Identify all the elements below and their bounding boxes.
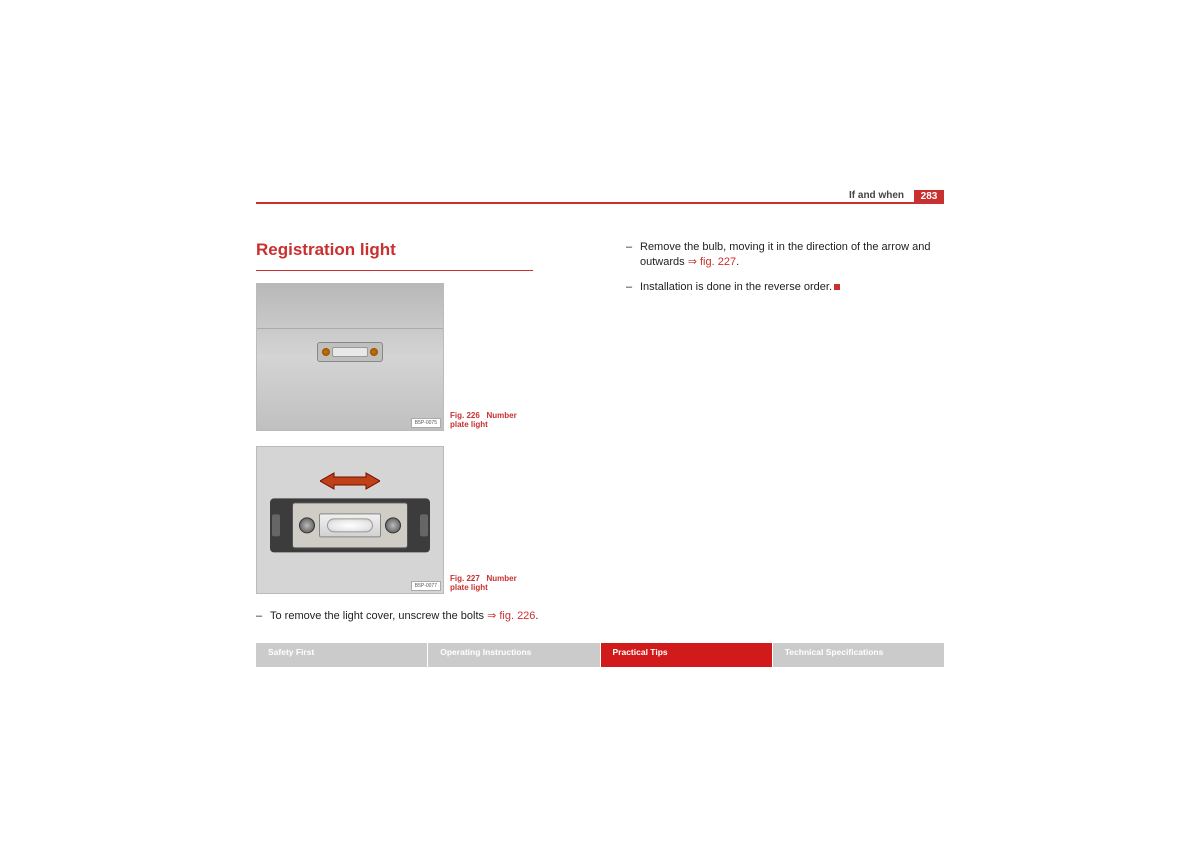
tab-operating-instructions[interactable]: Operating Instructions — [428, 643, 600, 667]
tab-safety-first[interactable]: Safety First — [256, 643, 428, 667]
tab-technical-specifications[interactable]: Technical Specifications — [773, 643, 944, 667]
step-item: – Installation is done in the reverse or… — [626, 280, 944, 295]
dash-bullet-icon: – — [256, 609, 270, 624]
chapter-title: If and when — [839, 190, 914, 202]
plate-light-housing — [317, 342, 383, 362]
figure-block: B5P-0075 Fig. 226 Number plate light — [256, 283, 588, 431]
figure-226-image: B5P-0075 — [256, 283, 444, 431]
panel-crease — [257, 328, 443, 329]
section-title: Registration light — [256, 240, 588, 260]
left-column: Registration light B5P-0075 Fig. 226 Num… — [256, 240, 588, 634]
screw-icon — [299, 517, 315, 533]
figure-link[interactable]: ⇒ fig. 226 — [487, 610, 535, 622]
step-item: – To remove the light cover, unscrew the… — [256, 609, 588, 624]
step-list-left: – To remove the light cover, unscrew the… — [256, 609, 588, 624]
mount-socket — [420, 514, 428, 536]
step-list-right: – Remove the bulb, moving it in the dire… — [626, 240, 944, 295]
figure-ref-tag: B5P-0075 — [411, 418, 441, 428]
mount-socket — [272, 514, 280, 536]
footer-tabs: Safety First Operating Instructions Prac… — [256, 643, 944, 667]
figure-block: B5P-0077 Fig. 227 Number plate light — [256, 446, 588, 594]
double-arrow-icon — [320, 471, 380, 491]
figure-link[interactable]: ⇒ fig. 227 — [688, 256, 736, 268]
figure-caption-label: Fig. 227 — [450, 574, 480, 583]
dash-bullet-icon: – — [626, 280, 640, 295]
plate-light-lens — [319, 513, 381, 537]
figure-caption: Fig. 227 Number plate light — [450, 574, 530, 592]
figure-caption: Fig. 226 Number plate light — [450, 411, 530, 429]
plate-light-plate — [292, 502, 408, 548]
figure-ref-tag: B5P-0077 — [411, 581, 441, 591]
step-text: Installation is done in the reverse orde… — [640, 280, 944, 295]
content-columns: Registration light B5P-0075 Fig. 226 Num… — [256, 204, 944, 634]
end-marker-icon — [834, 284, 840, 290]
screw-icon — [385, 517, 401, 533]
top-bar: If and when 283 — [256, 190, 944, 204]
right-column: – Remove the bulb, moving it in the dire… — [626, 240, 944, 634]
page-number: 283 — [914, 190, 944, 202]
plate-light-lens — [332, 347, 368, 357]
dash-bullet-icon: – — [626, 240, 640, 270]
step-text: To remove the light cover, unscrew the b… — [270, 609, 588, 624]
screw-icon — [370, 348, 378, 356]
section-divider — [256, 270, 533, 271]
step-text: Remove the bulb, moving it in the direct… — [640, 240, 944, 270]
manual-page: If and when 283 Registration light B5P-0… — [256, 190, 944, 634]
figure-caption-label: Fig. 226 — [450, 411, 480, 420]
plate-light-housing-closeup — [270, 498, 430, 552]
step-item: – Remove the bulb, moving it in the dire… — [626, 240, 944, 270]
screw-icon — [322, 348, 330, 356]
figure-227-image: B5P-0077 — [256, 446, 444, 594]
bulb-icon — [327, 518, 373, 532]
tab-practical-tips[interactable]: Practical Tips — [601, 643, 773, 667]
